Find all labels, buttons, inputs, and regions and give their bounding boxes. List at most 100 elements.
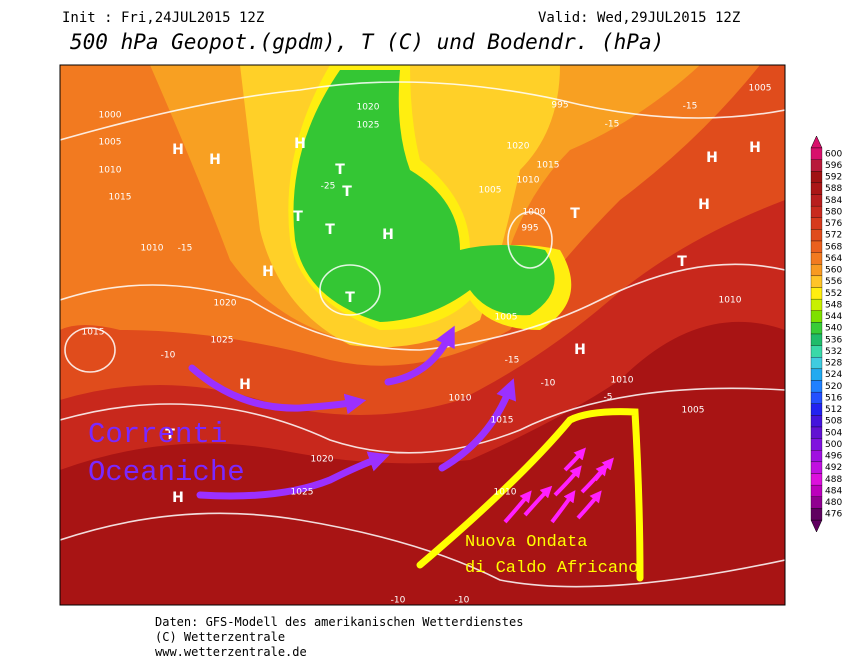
pressure-center: T xyxy=(342,184,352,200)
legend-label: 544 xyxy=(825,312,842,322)
pressure-center: H xyxy=(749,140,761,156)
annotation: Nuova Ondata xyxy=(465,533,587,552)
legend-label: 572 xyxy=(825,231,842,241)
legend-swatch xyxy=(810,368,823,381)
map-labels: 1000 1005 1010 1015 1020 1025 1010 1015 1020 1025… xyxy=(82,84,772,606)
legend-label: 596 xyxy=(825,161,842,171)
pressure-center: T xyxy=(335,162,345,178)
field-548 xyxy=(293,70,555,322)
isobar xyxy=(64,327,116,373)
legend-label: 528 xyxy=(825,359,842,369)
annotation: di Caldo Africano xyxy=(465,559,638,578)
isobar xyxy=(60,263,785,351)
contour-label: 1005 xyxy=(682,406,705,416)
isobar xyxy=(319,264,381,316)
contour-label: 1005 xyxy=(99,138,122,148)
legend-swatch xyxy=(810,147,823,160)
footer: Daten: GFS-Modell des amerikanischen Wet… xyxy=(155,615,523,629)
color-legend: 6005965925885845805765725685645605565525… xyxy=(810,135,842,533)
contour-label: 995 xyxy=(551,101,568,111)
pressure-center: H xyxy=(574,342,586,358)
legend-label: 592 xyxy=(825,173,842,183)
legend-swatch xyxy=(810,194,823,207)
legend-swatch xyxy=(810,333,823,346)
contour-label: -5 xyxy=(604,393,613,403)
legend-label: 492 xyxy=(825,463,842,473)
legend-swatch xyxy=(810,205,823,218)
contour-label: 1025 xyxy=(211,336,234,346)
legend-label: 476 xyxy=(825,510,842,520)
legend-swatch xyxy=(810,473,823,486)
isobar xyxy=(60,81,785,141)
legend-label: 532 xyxy=(825,347,842,357)
contour-label: -10 xyxy=(161,351,176,361)
legend-label: 600 xyxy=(825,149,842,159)
pressure-center: T xyxy=(293,209,303,225)
legend-label: 552 xyxy=(825,289,842,299)
legend-swatch xyxy=(810,240,823,253)
legend-swatch xyxy=(810,450,823,463)
pressure-center: T xyxy=(677,254,687,270)
contour-label: 1010 xyxy=(517,176,540,186)
legend-label: 524 xyxy=(825,370,842,380)
isobar xyxy=(60,512,785,588)
legend-label: 568 xyxy=(825,242,842,252)
contour-label: 1005 xyxy=(479,186,502,196)
contour-label: 1000 xyxy=(99,111,122,121)
contour-label: -15 xyxy=(178,244,193,254)
legend-swatch xyxy=(810,380,823,393)
contour-label: 1010 xyxy=(99,166,122,176)
legend-label: 560 xyxy=(825,266,842,276)
legend-label: 516 xyxy=(825,393,842,403)
contour-label: -15 xyxy=(683,102,698,112)
pressure-center: H xyxy=(262,264,274,280)
legend-swatch xyxy=(810,426,823,439)
pressure-center: T xyxy=(345,290,355,306)
legend-swatch xyxy=(810,298,823,311)
contour-label: -10 xyxy=(455,596,470,606)
pressure-center: H xyxy=(172,142,184,158)
contour-label: 1015 xyxy=(491,416,514,426)
ocean-arrow xyxy=(188,364,367,415)
legend-label: 520 xyxy=(825,382,842,392)
heat-arrows xyxy=(503,447,614,524)
contour-label: -15 xyxy=(605,120,620,130)
isobar xyxy=(60,387,785,454)
legend-label: 496 xyxy=(825,452,842,462)
contour-label: 1025 xyxy=(291,488,314,498)
contour-label: 1010 xyxy=(494,488,517,498)
legend-swatch xyxy=(810,159,823,172)
contour-label: 1005 xyxy=(749,84,772,94)
pressure-center: H xyxy=(209,152,221,168)
footer: www.wetterzentrale.de xyxy=(155,645,307,657)
legend-label: 488 xyxy=(825,475,842,485)
legend-cap xyxy=(810,135,823,149)
legend-swatch xyxy=(810,508,823,521)
legend-swatch xyxy=(810,264,823,277)
legend-swatch xyxy=(810,357,823,370)
contour-label: 1020 xyxy=(507,142,530,152)
legend-label: 584 xyxy=(825,196,842,206)
pressure-center: H xyxy=(706,150,718,166)
legend-swatch xyxy=(810,275,823,288)
legend-label: 500 xyxy=(825,440,842,450)
ocean-arrow xyxy=(196,451,390,500)
ocean-arrow xyxy=(384,325,455,386)
legend-label: 540 xyxy=(825,324,842,334)
legend-swatch xyxy=(810,287,823,300)
pressure-center: H xyxy=(294,136,306,152)
legend-swatch xyxy=(810,252,823,265)
legend-swatch xyxy=(810,461,823,474)
contour-label: 1010 xyxy=(449,394,472,404)
legend-label: 504 xyxy=(825,428,842,438)
legend-label: 512 xyxy=(825,405,842,415)
legend-label: 480 xyxy=(825,498,842,508)
map-title: 500 hPa Geopot.(gpdm), T (C) und Bodendr… xyxy=(70,30,664,54)
contour-label: -15 xyxy=(505,356,520,366)
legend-swatch xyxy=(810,438,823,451)
legend-label: 564 xyxy=(825,254,842,264)
legend-swatch xyxy=(810,171,823,184)
legend-label: 588 xyxy=(825,184,842,194)
ocean-arrow xyxy=(438,378,517,472)
